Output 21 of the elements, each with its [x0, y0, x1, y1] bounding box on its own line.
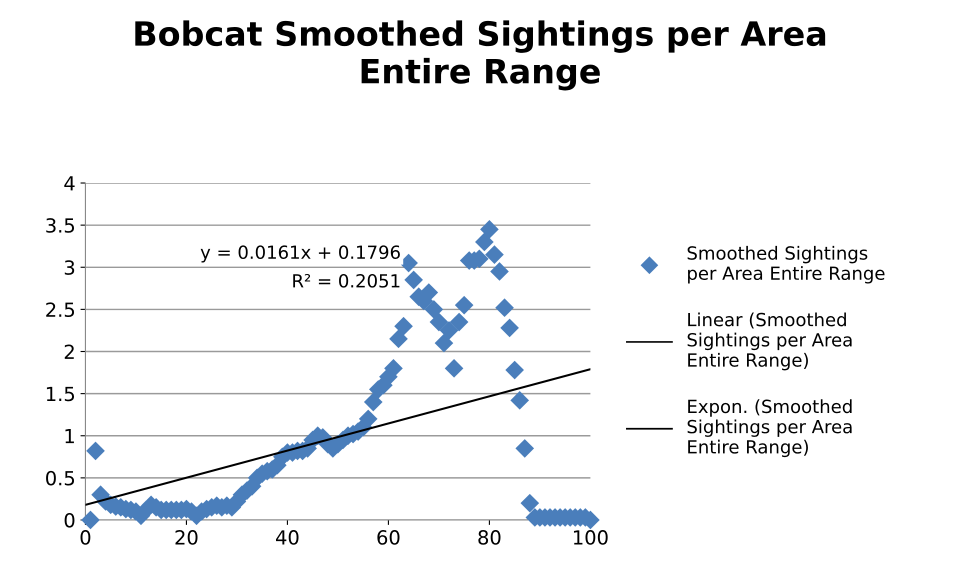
y-tick-label: 0: [64, 512, 74, 528]
y-tick-label: 1: [65, 428, 74, 444]
x-tick-label: 80: [478, 530, 500, 545]
y-tick-label: 2.5: [46, 302, 74, 318]
x-tick-label: 60: [377, 530, 400, 545]
y-tick-label: 3.5: [46, 218, 74, 233]
annotation: y = 0.0161x + 0.1796: [200, 245, 400, 263]
x-tick-label: 20: [175, 530, 198, 545]
legend-label: Smoothed Sightings per Area Entire Range: [688, 246, 885, 284]
x-tick-label: 0: [80, 530, 90, 545]
y-tick-label: 4: [64, 176, 75, 190]
y-tick-label: 1.5: [46, 386, 74, 402]
y-tick-label: 2: [64, 344, 74, 359]
x-tick-label: 40: [276, 530, 299, 545]
y-tick-label: 3: [64, 260, 74, 275]
x-tick-label: 100: [574, 530, 608, 545]
annotation: R² = 0.2051: [293, 274, 400, 288]
y-tick-label: 0.5: [46, 470, 74, 486]
chart-title: Bobcat Smoothed Sightings per Area Entire Range: [135, 20, 826, 90]
legend-label: Expon. (Smoothed Sightings per Area Entire Range): [688, 399, 852, 458]
legend-label: Linear (Smoothed Sightings per Area Entire Range): [688, 312, 852, 370]
